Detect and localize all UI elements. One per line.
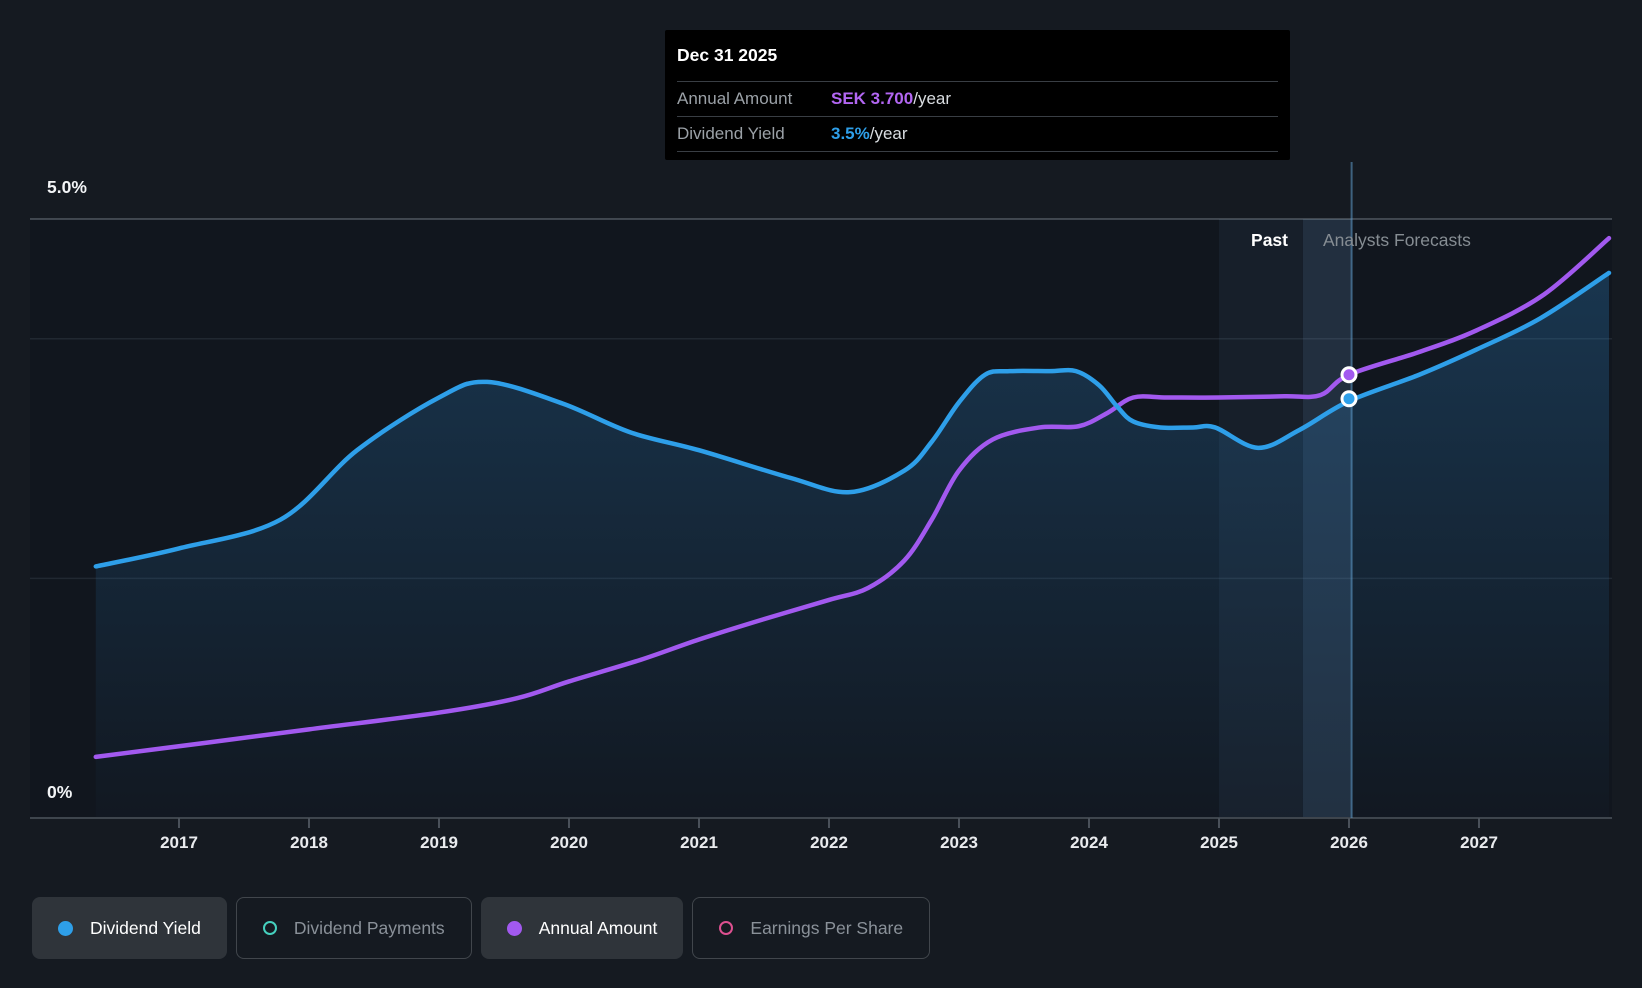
tooltip-label: Annual Amount (677, 89, 793, 108)
x-tick-label-2022: 2022 (810, 833, 848, 852)
tooltip-suffix: /year (913, 89, 952, 108)
legend-toggle-dividend-yield[interactable]: Dividend Yield (32, 897, 227, 959)
x-tick-label-2017: 2017 (160, 833, 198, 852)
x-tick-label-2021: 2021 (680, 833, 718, 852)
tooltip-row-dividend-yield: Dividend Yield 3.5% /year (677, 116, 1278, 152)
series-dot-icon (58, 920, 73, 936)
legend-label: Dividend Yield (90, 917, 201, 938)
tooltip-suffix: /year (869, 124, 908, 143)
x-tick-label-2023: 2023 (940, 833, 978, 852)
x-tick-label-2024: 2024 (1070, 833, 1108, 852)
tooltip-label: Dividend Yield (677, 124, 785, 143)
y-axis-min-label: 0% (47, 782, 73, 802)
analysts-forecasts-label: Analysts Forecasts (1323, 230, 1471, 250)
legend-label: Annual Amount (538, 917, 658, 938)
series-ring-icon (262, 921, 277, 935)
legend-toggle-annual-amount[interactable]: Annual Amount (480, 897, 684, 959)
legend-toggle-dividend-payments[interactable]: Dividend Payments (235, 897, 472, 959)
hover-tooltip: Dec 31 2025 Annual Amount SEK 3.700 /yea… (665, 30, 1290, 160)
tooltip-value: SEK 3.700 (831, 89, 914, 108)
x-tick-label-2027: 2027 (1460, 833, 1498, 852)
legend-label: Earnings Per Share (750, 917, 904, 938)
x-tick-label-2026: 2026 (1330, 833, 1368, 852)
series-dot-icon (506, 920, 522, 936)
x-tick-label-2020: 2020 (550, 833, 588, 852)
tooltip-date: Dec 31 2025 (677, 45, 778, 65)
tooltip-row-annual-amount: Annual Amount SEK 3.700 /year (677, 81, 1278, 116)
series-ring-icon (719, 921, 734, 935)
x-tick-label-2018: 2018 (290, 833, 328, 852)
past-label: Past (1251, 230, 1288, 250)
tooltip-value: 3.5% (831, 124, 870, 143)
x-tick-label-2025: 2025 (1200, 833, 1238, 852)
legend-toggle-earnings-per-share[interactable]: Earnings Per Share (692, 897, 931, 959)
x-tick-label-2019: 2019 (420, 833, 458, 852)
chart-legend: Dividend Yield Dividend Payments Annual Am… (32, 897, 931, 959)
legend-label: Dividend Payments (293, 917, 445, 938)
y-axis-max-label: 5.0% (47, 177, 87, 197)
